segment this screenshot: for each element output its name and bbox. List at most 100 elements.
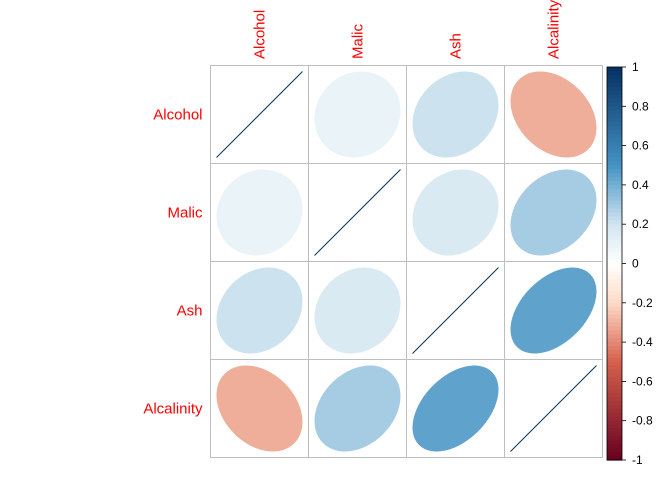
colorbar-segment <box>607 149 622 155</box>
column-label-malic: Malic <box>350 23 367 59</box>
ellipse-malic-malic <box>314 169 401 256</box>
colorbar-tick-label: -1 <box>632 453 643 467</box>
colorbar-segment <box>607 404 622 410</box>
ellipse-alcalinity-ash <box>412 365 499 452</box>
colorbar-tick-label: 0.4 <box>632 178 649 192</box>
ellipse-ash-alcohol <box>216 267 303 354</box>
colorbar-segment <box>607 90 622 96</box>
colorbar-segment <box>607 161 622 166</box>
colorbar-segment <box>607 208 622 214</box>
colorbar-segment <box>607 110 622 115</box>
colorbar-segment <box>607 322 622 327</box>
colorbar-segment <box>607 141 622 147</box>
colorbar-segment <box>607 169 622 174</box>
colorbar-segment <box>607 357 622 363</box>
colorbar-segment <box>607 67 622 72</box>
colorbar-segment <box>607 326 622 331</box>
colorbar-segment <box>607 255 622 261</box>
colorbar-segment <box>607 259 622 265</box>
colorbar-segment <box>607 456 622 461</box>
colorbar-segment <box>607 177 622 182</box>
colorbar-segment <box>607 353 622 359</box>
colorbar-segment <box>607 125 622 131</box>
colorbar-segment <box>607 428 622 434</box>
colorbar-segment <box>607 271 622 276</box>
colorbar-segment <box>607 346 622 351</box>
colorbar-segment <box>607 153 622 158</box>
colorbar-segment <box>607 452 622 457</box>
colorbar-segment <box>607 196 622 202</box>
colorbar-segment <box>607 133 622 139</box>
colorbar-segment <box>607 184 622 190</box>
ellipse-alcalinity-alcohol <box>216 365 303 452</box>
colorbar-segment <box>607 232 622 237</box>
colorbar-segment <box>607 192 622 198</box>
colorbar-segment <box>607 334 622 339</box>
colorbar-segment <box>607 397 622 402</box>
colorbar-segment <box>607 279 622 284</box>
colorbar-segment <box>607 86 622 92</box>
colorbar-segment <box>607 235 622 241</box>
colorbar-segment <box>607 444 622 449</box>
column-labels: Alcohol Malic Ash Alcalinity <box>252 0 563 59</box>
colorbar-tick-label: 0 <box>632 257 639 271</box>
ellipse-alcalinity-alcalinity <box>510 365 597 452</box>
colorbar: 1 0.8 0.6 0.4 0.2 0 -0.2 -0.4 -0.6 -0.8 -1 <box>606 60 653 467</box>
colorbar-segment <box>607 291 622 296</box>
colorbar-segment <box>607 369 622 375</box>
ellipse-malic-alcohol <box>216 169 303 256</box>
colorbar-segment <box>607 283 622 288</box>
colorbar-segment <box>607 349 622 355</box>
colorbar-segment <box>607 243 622 249</box>
matrix-grid <box>210 65 603 458</box>
ellipse-alcohol-alcalinity <box>510 71 597 158</box>
colorbar-segment <box>607 98 622 103</box>
colorbar-segment <box>607 224 622 229</box>
colorbar-segment <box>607 122 622 127</box>
colorbar-tick-label: 0.8 <box>632 99 649 113</box>
colorbar-segment <box>607 145 622 151</box>
colorbar-segment <box>607 306 622 312</box>
colorbar-segment <box>607 78 622 84</box>
colorbar-segment <box>607 74 622 80</box>
colorbar-segment <box>607 440 622 445</box>
colorbar-tick-label: 0.6 <box>632 139 649 153</box>
colorbar-segment <box>607 173 622 178</box>
colorbar-segment <box>607 436 622 441</box>
ellipse-alcohol-malic <box>314 71 401 158</box>
colorbar-segment <box>607 342 622 347</box>
colorbar-segment <box>607 200 622 206</box>
colorbar-segment <box>607 94 622 100</box>
colorbar-segment <box>607 385 622 390</box>
row-label-alcalinity: Alcalinity <box>143 401 203 418</box>
row-label-malic: Malic <box>167 205 203 222</box>
colorbar-segment <box>607 377 622 382</box>
column-label-alcohol: Alcohol <box>252 10 269 59</box>
row-label-alcohol: Alcohol <box>153 107 202 124</box>
colorbar-segment <box>607 401 622 406</box>
colorbar-segment <box>607 102 622 107</box>
colorbar-segment <box>607 114 622 119</box>
colorbar-segment <box>607 287 622 292</box>
colorbar-segment <box>607 267 622 272</box>
ellipse-ash-alcalinity <box>510 267 597 354</box>
colorbar-segment <box>607 212 622 217</box>
colorbar-segment <box>607 310 622 316</box>
colorbar-segment <box>607 129 622 135</box>
colorbar-segment <box>607 373 622 379</box>
colorbar-segment <box>607 137 622 143</box>
colorbar-segment <box>607 365 622 371</box>
colorbar-tick-label: 1 <box>632 60 639 74</box>
colorbar-segment <box>607 416 622 422</box>
colorbar-segment <box>607 275 622 280</box>
colorbar-segment <box>607 424 622 430</box>
colorbar-segment <box>607 294 622 300</box>
colorbar-segment <box>607 165 622 170</box>
colorbar-segment <box>607 381 622 386</box>
row-labels: Alcohol Malic Ash Alcalinity <box>143 107 203 418</box>
colorbar-segment <box>607 432 622 438</box>
colorbar-tick-label: 0.2 <box>632 217 649 231</box>
correlation-marks <box>216 71 597 452</box>
colorbar-tick-label: -0.6 <box>632 374 653 388</box>
colorbar-segment <box>607 204 622 210</box>
